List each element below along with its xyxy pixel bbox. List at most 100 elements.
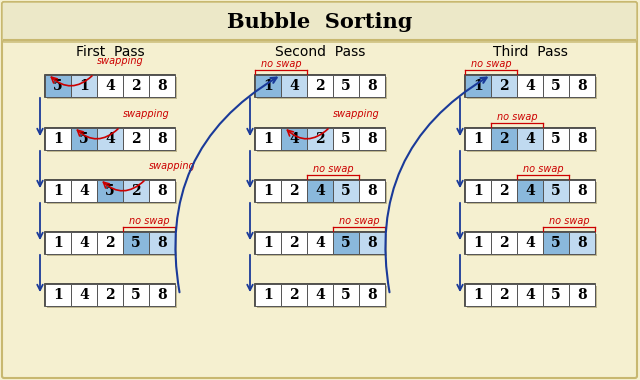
Text: 8: 8: [157, 288, 167, 302]
Text: Bubble  Sorting: Bubble Sorting: [227, 12, 413, 32]
Text: 2: 2: [499, 79, 509, 93]
Text: 4: 4: [289, 79, 299, 93]
Bar: [307, 75, 333, 97]
Bar: [71, 284, 97, 306]
Text: 5: 5: [341, 288, 351, 302]
Bar: [465, 284, 491, 306]
Text: no swap: no swap: [260, 59, 301, 69]
Text: 8: 8: [577, 132, 587, 146]
Text: 5: 5: [341, 184, 351, 198]
Text: no swap: no swap: [313, 164, 353, 174]
Bar: [569, 128, 595, 150]
Text: no swap: no swap: [523, 164, 563, 174]
Bar: [123, 284, 149, 306]
Bar: [333, 232, 359, 254]
Text: Second  Pass: Second Pass: [275, 45, 365, 59]
Bar: [255, 232, 385, 254]
Bar: [465, 232, 491, 254]
Bar: [255, 75, 281, 97]
Bar: [281, 232, 307, 254]
Bar: [465, 75, 491, 97]
Bar: [45, 284, 71, 306]
Text: 4: 4: [525, 132, 535, 146]
Bar: [123, 128, 149, 150]
Bar: [467, 130, 597, 152]
Bar: [543, 284, 569, 306]
Bar: [97, 180, 123, 202]
Text: 4: 4: [105, 132, 115, 146]
Bar: [255, 180, 385, 202]
Text: swapping: swapping: [97, 56, 144, 66]
Bar: [465, 284, 595, 306]
Text: 1: 1: [79, 79, 89, 93]
Bar: [257, 77, 387, 99]
Text: 2: 2: [131, 79, 141, 93]
Bar: [307, 232, 333, 254]
Bar: [45, 75, 71, 97]
Bar: [255, 232, 281, 254]
Text: no swap: no swap: [548, 216, 589, 226]
Text: 2: 2: [289, 184, 299, 198]
Text: 1: 1: [473, 288, 483, 302]
Text: 1: 1: [53, 236, 63, 250]
Bar: [467, 286, 597, 308]
Bar: [491, 75, 517, 97]
Text: 5: 5: [53, 79, 63, 93]
Bar: [45, 284, 175, 306]
Text: 8: 8: [157, 79, 167, 93]
Text: 2: 2: [499, 132, 509, 146]
Bar: [257, 130, 387, 152]
Text: 4: 4: [525, 184, 535, 198]
Text: 5: 5: [551, 184, 561, 198]
Bar: [359, 180, 385, 202]
Text: 2: 2: [499, 288, 509, 302]
Bar: [71, 75, 97, 97]
Text: 4: 4: [79, 288, 89, 302]
Bar: [333, 284, 359, 306]
Bar: [517, 180, 543, 202]
Bar: [255, 128, 281, 150]
Text: 8: 8: [367, 236, 377, 250]
Bar: [281, 180, 307, 202]
Bar: [71, 180, 97, 202]
Text: 8: 8: [157, 236, 167, 250]
Text: 5: 5: [79, 132, 89, 146]
Text: 2: 2: [315, 79, 325, 93]
Bar: [307, 284, 333, 306]
Bar: [97, 232, 123, 254]
Text: no swap: no swap: [470, 59, 511, 69]
Bar: [465, 180, 595, 202]
Bar: [517, 75, 543, 97]
Bar: [333, 128, 359, 150]
Bar: [307, 128, 333, 150]
Text: 5: 5: [131, 288, 141, 302]
Text: 8: 8: [577, 288, 587, 302]
Text: 2: 2: [105, 288, 115, 302]
Text: 2: 2: [131, 132, 141, 146]
Text: 2: 2: [289, 288, 299, 302]
Bar: [491, 232, 517, 254]
Text: 1: 1: [263, 132, 273, 146]
Bar: [543, 128, 569, 150]
FancyBboxPatch shape: [2, 2, 637, 42]
Text: 2: 2: [289, 236, 299, 250]
Text: 8: 8: [577, 236, 587, 250]
Bar: [359, 284, 385, 306]
Text: swapping: swapping: [333, 109, 380, 119]
Bar: [543, 75, 569, 97]
Bar: [45, 180, 71, 202]
Bar: [123, 75, 149, 97]
Text: 8: 8: [367, 288, 377, 302]
Text: no swap: no swap: [339, 216, 380, 226]
Text: 5: 5: [105, 184, 115, 198]
Bar: [465, 128, 491, 150]
Bar: [465, 180, 491, 202]
Text: 4: 4: [289, 132, 299, 146]
Text: 4: 4: [79, 184, 89, 198]
Text: 8: 8: [577, 184, 587, 198]
Bar: [45, 75, 175, 97]
Bar: [71, 232, 97, 254]
Bar: [255, 284, 281, 306]
Text: 5: 5: [551, 288, 561, 302]
Bar: [569, 180, 595, 202]
